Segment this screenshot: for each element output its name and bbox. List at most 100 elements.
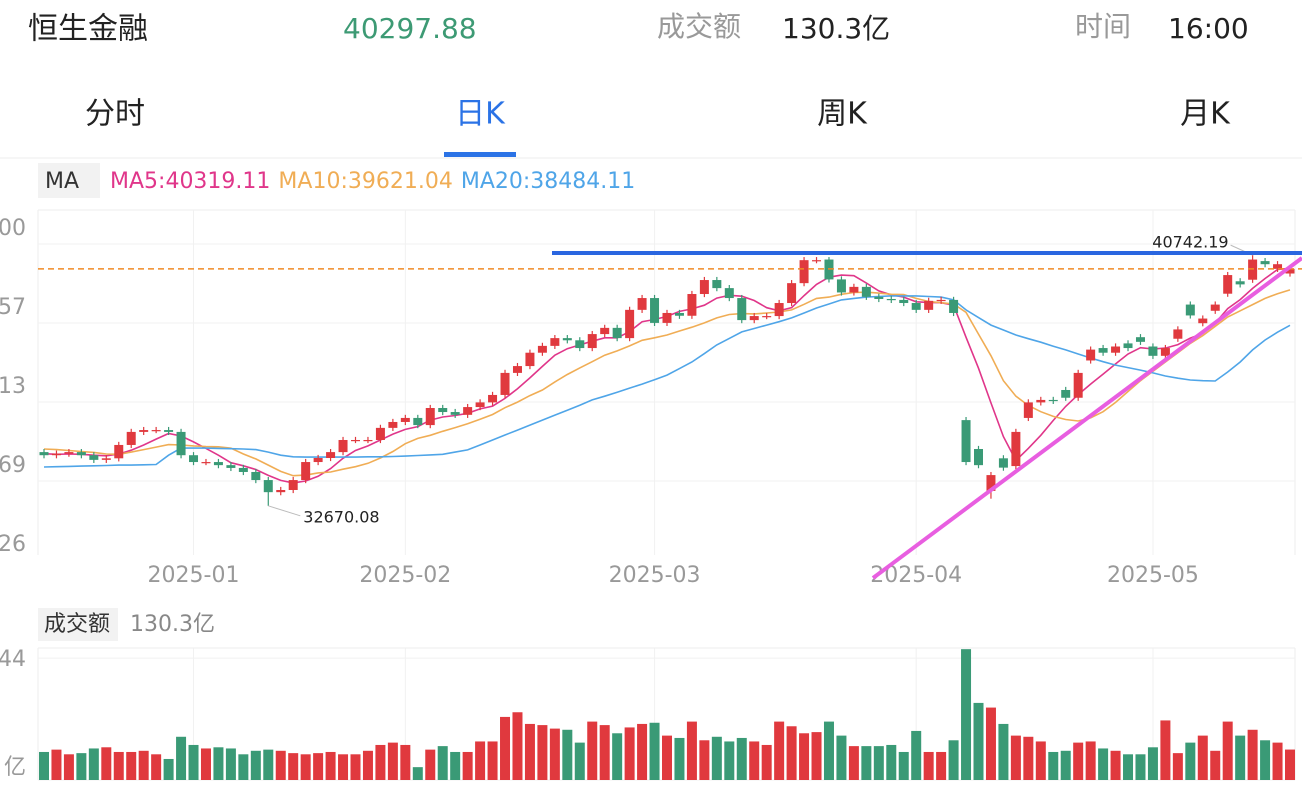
candle-body [326,452,336,459]
volume-bar [662,735,672,780]
candle-body [450,412,460,415]
volume-bar [39,751,49,780]
candle-body [787,283,797,304]
volume-bar [524,723,535,780]
x-tick-label: 2025-02 [359,563,451,588]
tab[interactable]: 日K [455,97,506,132]
candle-body [1198,318,1208,324]
candle-body [1061,389,1071,398]
candle-body [400,417,410,422]
candle-body [301,462,311,481]
candle-body [375,427,385,440]
candle-body [762,316,772,318]
volume-bar [1110,750,1121,780]
candle-body [1273,264,1283,269]
y-tick-label: 26 [0,532,26,557]
candle-body [176,431,186,456]
volume-bar [1247,729,1258,780]
candle-body [238,467,248,472]
volume-bar [1260,740,1271,780]
turnover-value: 130.3亿 [782,12,890,45]
volume-bar [263,749,274,780]
candle-body [537,345,547,353]
drawn-trend-line [871,256,1302,580]
volume-bar [362,750,373,780]
candle-body [525,352,535,367]
volume-bar [238,754,249,780]
candle-body [126,431,136,445]
candle-body [600,327,610,335]
candle-body [687,294,697,316]
volume-bar [823,721,834,780]
volume-bar [911,730,922,780]
candle-body [425,407,435,426]
volume-bar [1085,741,1096,780]
annotation-leader [268,505,301,517]
volume-bar [985,707,996,780]
candle-body [587,334,597,349]
volume-bar [151,754,162,780]
y-tick-label: 亿 [4,755,26,780]
tab[interactable]: 分时 [85,97,145,132]
volume-current: 130.3亿 [130,612,215,637]
legend-entry: MA5:40319.11 [110,169,270,194]
candle-body [512,366,522,373]
volume-bar [288,753,299,780]
candle-body [712,280,722,289]
candle-body [1098,348,1108,353]
volume-bar [649,722,660,780]
candle-body [1023,402,1033,418]
candle-body [463,407,473,415]
volume-bar [1048,751,1059,780]
indicator-box [38,163,100,198]
candle-body [812,260,822,262]
volume-bar [101,747,112,780]
candle-body [226,465,236,468]
turnover-label: 成交额 [657,10,741,43]
candle-body [438,407,448,413]
candle-body [774,303,784,317]
volume-bar [1210,750,1221,780]
candle-body [936,299,946,302]
annotation: 32670.08 [303,507,379,526]
candle-body [998,458,1008,468]
y-tick-label: 69 [0,453,26,478]
volume-bar [973,702,984,780]
candle-body [612,327,622,339]
y-tick-label: 44 [0,647,26,672]
volume-bar [462,751,473,780]
volume-bar [861,746,872,780]
candle-body [674,312,684,316]
volume-bar [799,733,810,780]
volume-bar [512,712,523,780]
candle-body [363,439,373,442]
candle-body [351,439,360,442]
candle-body [488,394,498,403]
volume-bar [275,750,286,780]
candle-body [899,299,909,304]
volume-bar [1060,750,1071,780]
candle-body [263,480,273,493]
candle-body [924,300,934,310]
volume-bar [749,741,760,780]
volume-bar [250,750,261,780]
candle-body [51,453,61,456]
volume-bar [637,723,648,780]
candle-body [749,316,759,321]
tab[interactable]: 周K [817,97,868,132]
volume-bar [612,733,623,780]
volume-bar [587,721,598,780]
volume-bar [786,726,797,780]
volume-bar [898,751,909,780]
volume-bar [537,725,548,780]
volume-bar [500,716,511,780]
volume-label-box [38,608,118,641]
volume-bar [1185,742,1196,780]
candle-body [76,452,86,456]
annotation: 40742.19 [1152,233,1228,252]
tab[interactable]: 月K [1180,97,1231,132]
legend-entry: MA10:39621.04 [278,169,452,194]
candle-body [1185,304,1195,316]
volume-bar [886,744,897,780]
volume-bar [549,728,560,780]
